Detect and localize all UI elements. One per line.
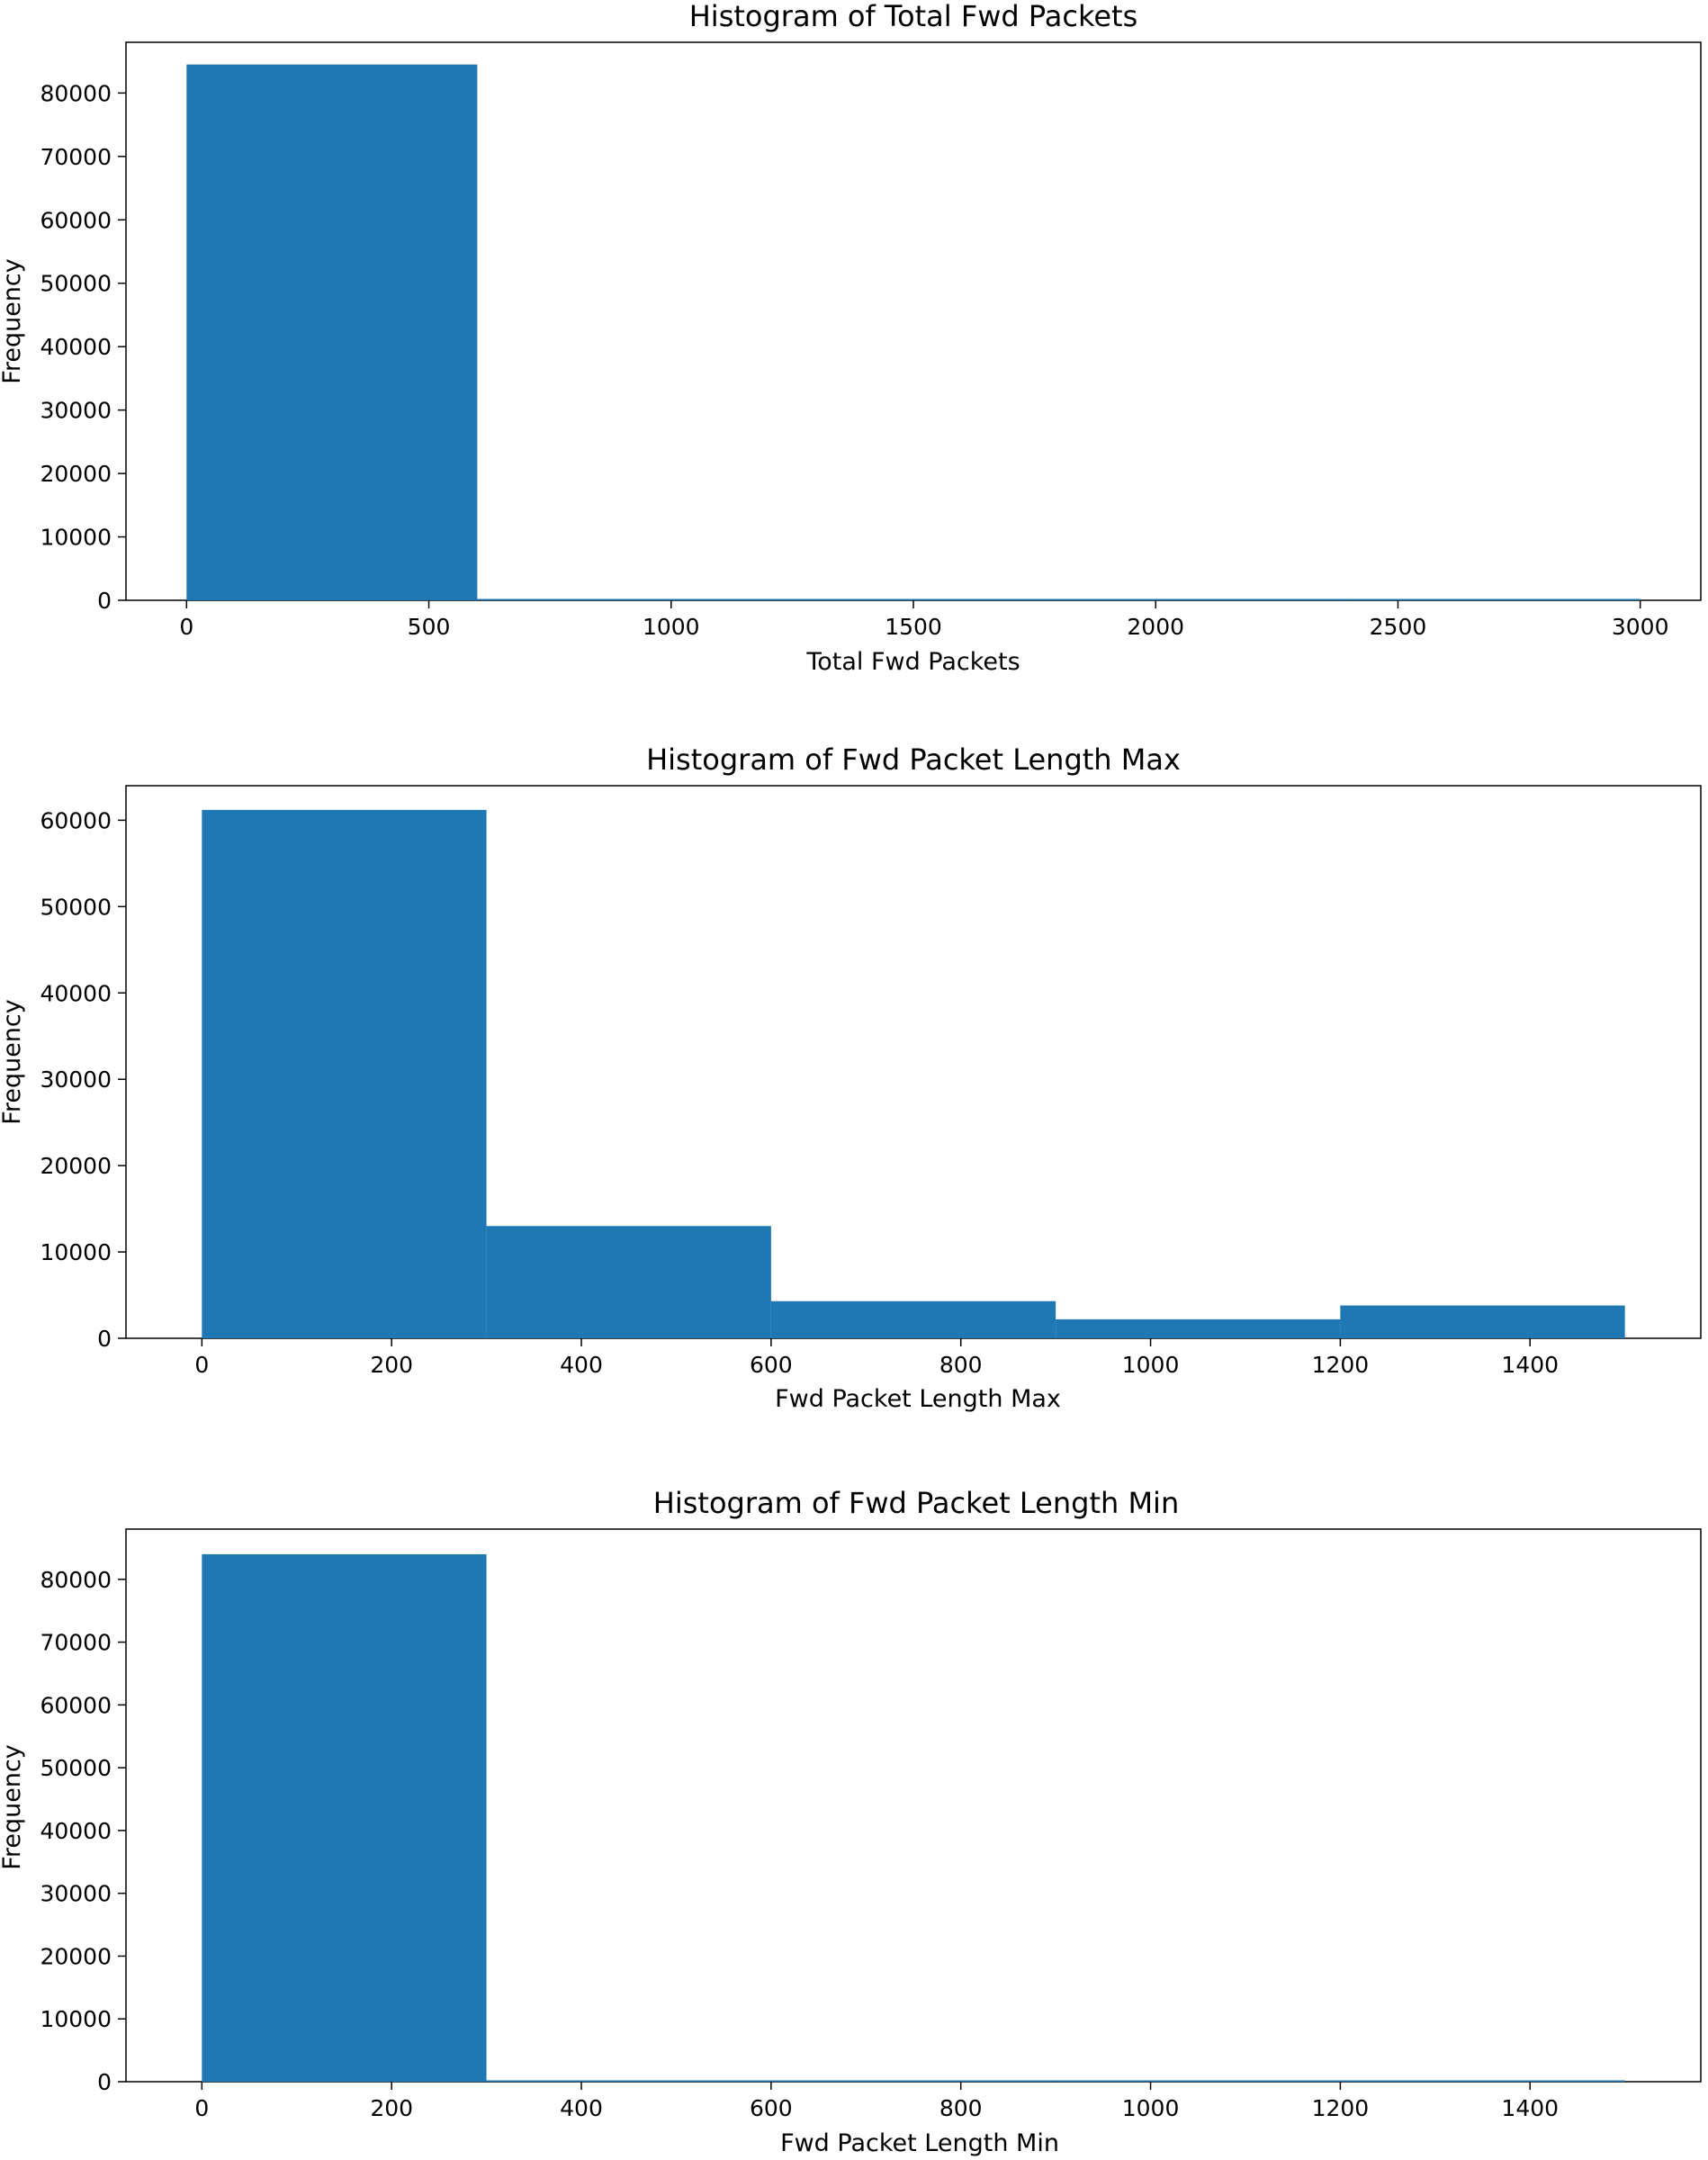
histogram-bar-4 bbox=[1340, 2080, 1625, 2082]
histogram-bar-2 bbox=[768, 598, 1059, 600]
histogram-bar-0 bbox=[202, 1553, 487, 2082]
x-tick-label: 400 bbox=[560, 2095, 603, 2121]
y-tick-label: 50000 bbox=[40, 894, 112, 920]
chart-title: Histogram of Fwd Packet Length Min bbox=[653, 1486, 1179, 1520]
histogram-bar-3 bbox=[1056, 1318, 1341, 1338]
histogram-bar-1 bbox=[486, 1226, 771, 1338]
chart-title: Histogram of Total Fwd Packets bbox=[689, 0, 1138, 33]
y-tick-label: 20000 bbox=[40, 461, 112, 487]
x-tick-label: 400 bbox=[560, 1352, 603, 1378]
x-tick-label: 1000 bbox=[643, 614, 700, 640]
y-axis-label: Frequency bbox=[0, 999, 26, 1125]
histogram-bar-2 bbox=[770, 2080, 1056, 2082]
histogram-bar-1 bbox=[486, 2080, 771, 2082]
x-tick-label: 600 bbox=[750, 1352, 793, 1378]
y-tick-label: 40000 bbox=[40, 1818, 112, 1844]
x-tick-label: 600 bbox=[750, 2095, 793, 2121]
y-tick-label: 70000 bbox=[40, 144, 112, 170]
y-tick-label: 60000 bbox=[40, 207, 112, 233]
y-tick-label: 10000 bbox=[40, 1239, 112, 1265]
histogram-panel-fwd-packet-length-max: Histogram of Fwd Packet Length Max 0 200 4… bbox=[0, 742, 1702, 1413]
histogram-bar-0 bbox=[186, 64, 478, 601]
x-tick-label: 1200 bbox=[1312, 1352, 1370, 1378]
histogram-bar-3 bbox=[1058, 598, 1350, 600]
y-tick-label: 0 bbox=[97, 588, 112, 614]
y-tick-label: 50000 bbox=[40, 271, 112, 297]
histogram-bar-4 bbox=[1349, 598, 1641, 600]
y-tick-label: 30000 bbox=[40, 1881, 112, 1907]
x-axis-label: Total Fwd Packets bbox=[805, 648, 1020, 676]
x-tick-label: 1400 bbox=[1501, 1352, 1559, 1378]
x-tick-label: 1200 bbox=[1312, 2095, 1370, 2121]
x-tick-label: 0 bbox=[194, 1352, 209, 1378]
x-axis-ticks: 0 200 400 600 800 1000 1200 1400 bbox=[194, 2082, 1559, 2121]
histogram-bar-4 bbox=[1340, 1305, 1625, 1338]
histogram-panel-fwd-packet-length-min: Histogram of Fwd Packet Length Min 0 200 4… bbox=[0, 1486, 1702, 2157]
y-tick-label: 0 bbox=[97, 1326, 112, 1352]
y-tick-label: 60000 bbox=[40, 807, 112, 833]
histogram-bar-1 bbox=[477, 598, 769, 600]
y-tick-label: 20000 bbox=[40, 1153, 112, 1179]
y-tick-label: 30000 bbox=[40, 1066, 112, 1093]
y-axis-label: Frequency bbox=[0, 258, 26, 384]
y-axis-ticks: 0 10000 20000 30000 40000 50000 60000 70000 8000… bbox=[40, 1567, 126, 2095]
x-axis-label: Fwd Packet Length Max bbox=[775, 1385, 1061, 1413]
x-tick-label: 0 bbox=[179, 614, 193, 640]
x-tick-label: 1000 bbox=[1122, 2095, 1180, 2121]
x-axis-ticks: 0 500 1000 1500 2000 2500 3000 bbox=[179, 600, 1669, 640]
y-tick-label: 60000 bbox=[40, 1692, 112, 1718]
x-tick-label: 2500 bbox=[1370, 614, 1427, 640]
x-tick-label: 0 bbox=[194, 2095, 209, 2121]
x-tick-label: 1400 bbox=[1501, 2095, 1559, 2121]
y-axis-ticks: 0 10000 20000 30000 40000 50000 60000 70000 8000… bbox=[40, 80, 126, 614]
y-axis-label: Frequency bbox=[0, 1744, 26, 1870]
x-tick-label: 1500 bbox=[885, 614, 942, 640]
x-tick-label: 1000 bbox=[1122, 1352, 1180, 1378]
histogram-panel-total-fwd-packets: Histogram of Total Fwd Packets 0 500 1000 1… bbox=[0, 0, 1702, 676]
histogram-bar-3 bbox=[1056, 2080, 1341, 2082]
x-tick-label: 500 bbox=[408, 614, 451, 640]
chart-title: Histogram of Fwd Packet Length Max bbox=[646, 742, 1181, 777]
y-tick-label: 10000 bbox=[40, 525, 112, 551]
y-tick-label: 70000 bbox=[40, 1630, 112, 1656]
bars bbox=[202, 809, 1625, 1338]
y-tick-label: 20000 bbox=[40, 1943, 112, 1969]
y-axis-ticks: 0 10000 20000 30000 40000 50000 60000 bbox=[40, 807, 126, 1352]
y-tick-label: 80000 bbox=[40, 80, 112, 106]
y-tick-label: 30000 bbox=[40, 398, 112, 424]
y-tick-label: 40000 bbox=[40, 980, 112, 1006]
y-tick-label: 10000 bbox=[40, 2006, 112, 2032]
y-tick-label: 0 bbox=[97, 2069, 112, 2095]
bars bbox=[186, 64, 1641, 601]
x-tick-label: 3000 bbox=[1612, 614, 1669, 640]
x-tick-label: 800 bbox=[939, 1352, 983, 1378]
x-tick-label: 2000 bbox=[1127, 614, 1184, 640]
bars bbox=[202, 1553, 1625, 2082]
x-tick-label: 800 bbox=[939, 2095, 983, 2121]
y-tick-label: 50000 bbox=[40, 1755, 112, 1781]
x-tick-label: 200 bbox=[370, 1352, 413, 1378]
x-axis-ticks: 0 200 400 600 800 1000 1200 1400 bbox=[194, 1338, 1559, 1378]
y-tick-label: 80000 bbox=[40, 1567, 112, 1593]
x-tick-label: 200 bbox=[370, 2095, 413, 2121]
y-tick-label: 40000 bbox=[40, 334, 112, 360]
histogram-bar-2 bbox=[770, 1300, 1056, 1338]
histogram-bar-0 bbox=[202, 809, 487, 1338]
x-axis-label: Fwd Packet Length Min bbox=[780, 2129, 1059, 2157]
